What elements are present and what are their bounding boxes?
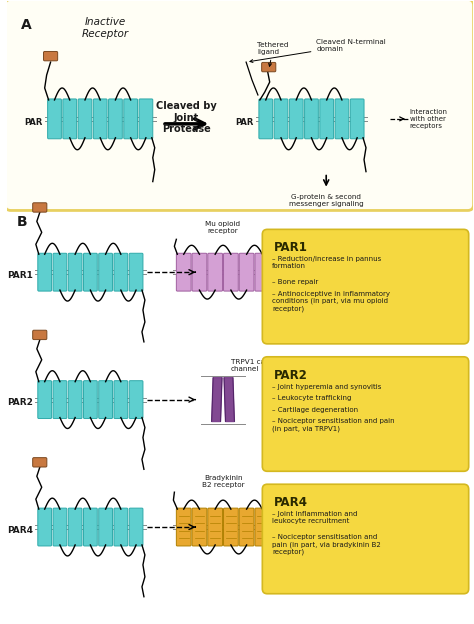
Text: A: A (20, 18, 31, 32)
FancyBboxPatch shape (176, 508, 191, 546)
Text: B: B (17, 215, 27, 230)
Text: PAR4: PAR4 (274, 496, 308, 509)
Text: PAR: PAR (24, 119, 43, 127)
Text: Cleaved by
Joint
Protease: Cleaved by Joint Protease (156, 101, 217, 134)
FancyBboxPatch shape (38, 508, 52, 546)
FancyBboxPatch shape (99, 253, 112, 291)
FancyBboxPatch shape (320, 99, 334, 139)
FancyBboxPatch shape (350, 99, 364, 139)
FancyBboxPatch shape (53, 253, 67, 291)
FancyBboxPatch shape (53, 508, 67, 546)
FancyBboxPatch shape (68, 253, 82, 291)
FancyBboxPatch shape (274, 99, 288, 139)
Text: PAR: PAR (236, 119, 254, 127)
FancyBboxPatch shape (262, 484, 469, 594)
Text: PAR2: PAR2 (7, 398, 33, 407)
FancyBboxPatch shape (129, 253, 143, 291)
FancyBboxPatch shape (262, 230, 469, 344)
Text: Cleaved N-terminal
domain: Cleaved N-terminal domain (250, 39, 386, 62)
FancyBboxPatch shape (114, 253, 128, 291)
FancyBboxPatch shape (109, 99, 122, 139)
Text: Bradykinin
B2 receptor: Bradykinin B2 receptor (202, 475, 244, 488)
FancyBboxPatch shape (129, 381, 143, 419)
Text: – Nociceptor sensitisation and
pain (in part, via bradykinin B2
receptor): – Nociceptor sensitisation and pain (in … (272, 534, 381, 555)
Text: – Leukocyte trafficking: – Leukocyte trafficking (272, 395, 352, 401)
Text: TRPV1 cation
channel: TRPV1 cation channel (231, 359, 279, 372)
FancyBboxPatch shape (83, 381, 97, 419)
Polygon shape (224, 378, 234, 421)
Text: Interaction
with other
receptors: Interaction with other receptors (410, 109, 448, 129)
FancyBboxPatch shape (114, 381, 128, 419)
FancyBboxPatch shape (255, 253, 270, 291)
FancyBboxPatch shape (139, 99, 153, 139)
FancyBboxPatch shape (239, 253, 254, 291)
Text: – Joint hyperemia and synovitis: – Joint hyperemia and synovitis (272, 384, 382, 389)
FancyBboxPatch shape (208, 508, 222, 546)
Text: Tethered
ligand: Tethered ligand (257, 42, 289, 66)
FancyBboxPatch shape (262, 357, 469, 471)
FancyBboxPatch shape (224, 253, 238, 291)
FancyBboxPatch shape (192, 253, 207, 291)
FancyBboxPatch shape (224, 508, 238, 546)
FancyBboxPatch shape (78, 99, 92, 139)
FancyBboxPatch shape (124, 99, 137, 139)
FancyBboxPatch shape (38, 253, 52, 291)
Text: Mu opioid
receptor: Mu opioid receptor (205, 222, 241, 235)
FancyBboxPatch shape (239, 508, 254, 546)
FancyBboxPatch shape (63, 99, 77, 139)
FancyBboxPatch shape (68, 508, 82, 546)
FancyBboxPatch shape (208, 253, 222, 291)
FancyBboxPatch shape (47, 99, 62, 139)
Text: – Antinociceptive in inflammatory
conditions (in part, via mu opioid
receptor): – Antinociceptive in inflammatory condit… (272, 291, 390, 311)
Text: – Bone repair: – Bone repair (272, 279, 319, 285)
FancyBboxPatch shape (33, 203, 47, 212)
Text: – Joint inflammation and
leukocyte recruitment: – Joint inflammation and leukocyte recru… (272, 511, 357, 524)
Text: – Nociceptor sensitisation and pain
(in part, via TRPV1): – Nociceptor sensitisation and pain (in … (272, 418, 395, 432)
FancyBboxPatch shape (129, 508, 143, 546)
Text: – Cartilage degeneration: – Cartilage degeneration (272, 407, 358, 412)
FancyBboxPatch shape (5, 0, 474, 210)
FancyBboxPatch shape (192, 508, 207, 546)
FancyBboxPatch shape (305, 99, 319, 139)
Polygon shape (212, 378, 222, 421)
FancyBboxPatch shape (262, 62, 276, 72)
Text: Inactive
Receptor: Inactive Receptor (82, 17, 128, 39)
Text: PAR1: PAR1 (274, 241, 308, 255)
Text: PAR1: PAR1 (7, 271, 33, 280)
FancyBboxPatch shape (176, 253, 191, 291)
FancyBboxPatch shape (289, 99, 303, 139)
FancyBboxPatch shape (93, 99, 107, 139)
FancyBboxPatch shape (335, 99, 349, 139)
FancyBboxPatch shape (83, 253, 97, 291)
FancyBboxPatch shape (99, 381, 112, 419)
FancyBboxPatch shape (83, 508, 97, 546)
FancyBboxPatch shape (33, 457, 47, 467)
Text: PAR4: PAR4 (7, 525, 33, 535)
FancyBboxPatch shape (44, 51, 58, 61)
Text: – Reduction/increase in pannus
formation: – Reduction/increase in pannus formation (272, 256, 382, 269)
Text: PAR2: PAR2 (274, 369, 308, 382)
FancyBboxPatch shape (114, 508, 128, 546)
FancyBboxPatch shape (99, 508, 112, 546)
FancyBboxPatch shape (255, 508, 270, 546)
FancyBboxPatch shape (53, 381, 67, 419)
FancyBboxPatch shape (68, 381, 82, 419)
Text: G-protein & second
messenger signaling: G-protein & second messenger signaling (289, 193, 364, 207)
FancyBboxPatch shape (38, 381, 52, 419)
FancyBboxPatch shape (259, 99, 273, 139)
FancyBboxPatch shape (33, 330, 47, 339)
